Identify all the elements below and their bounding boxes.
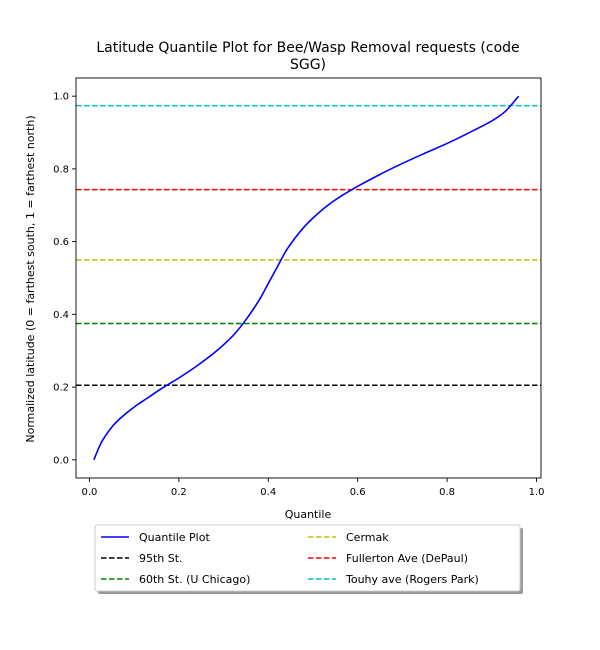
y-tick-label: 0.8 [53, 164, 69, 175]
x-tick-label: 0.8 [439, 487, 455, 498]
series-line-0 [93, 95, 520, 461]
x-tick-label: 0.6 [350, 487, 366, 498]
y-axis-label: Normalized latitude (0 = farthest south,… [24, 115, 37, 442]
plot-area [76, 95, 541, 461]
legend-entry-label: 95th St. [139, 552, 183, 565]
y-tick-label: 0.4 [53, 310, 69, 321]
legend-entry-label: 60th St. (U Chicago) [139, 573, 250, 586]
chart-title-line-2: SGG) [290, 57, 326, 73]
y-tick-label: 0.0 [53, 455, 69, 466]
legend-entry-label: Cermak [346, 531, 389, 544]
legend-entry-label: Quantile Plot [139, 531, 210, 544]
y-tick-label: 0.2 [53, 383, 69, 394]
x-tick-label: 0.0 [81, 487, 97, 498]
axes: 0.0 0.2 0.4 0.6 0.8 1.0 0.0 0.2 0.4 0.6 0.8 1.0 [53, 77, 545, 498]
x-tick-label: 0.4 [260, 487, 276, 498]
legend-entry-label: Touhy ave (Rogers Park) [345, 573, 479, 586]
legend-entry-label: Fullerton Ave (DePaul) [346, 552, 468, 565]
y-tick-label: 0.6 [53, 237, 69, 248]
x-tick-label: 0.2 [171, 487, 187, 498]
legend-box [94, 524, 521, 592]
x-tick-label: 1.0 [529, 487, 545, 498]
y-tick-label: 1.0 [53, 92, 69, 103]
chart-title-line-1: Latitude Quantile Plot for Bee/Wasp Remo… [96, 40, 519, 56]
x-axis-label: Quantile [285, 508, 332, 521]
plot-frame [75, 77, 542, 479]
legend: Quantile Plot 95th St. 60th St. (U Chicago… [94, 524, 523, 594]
